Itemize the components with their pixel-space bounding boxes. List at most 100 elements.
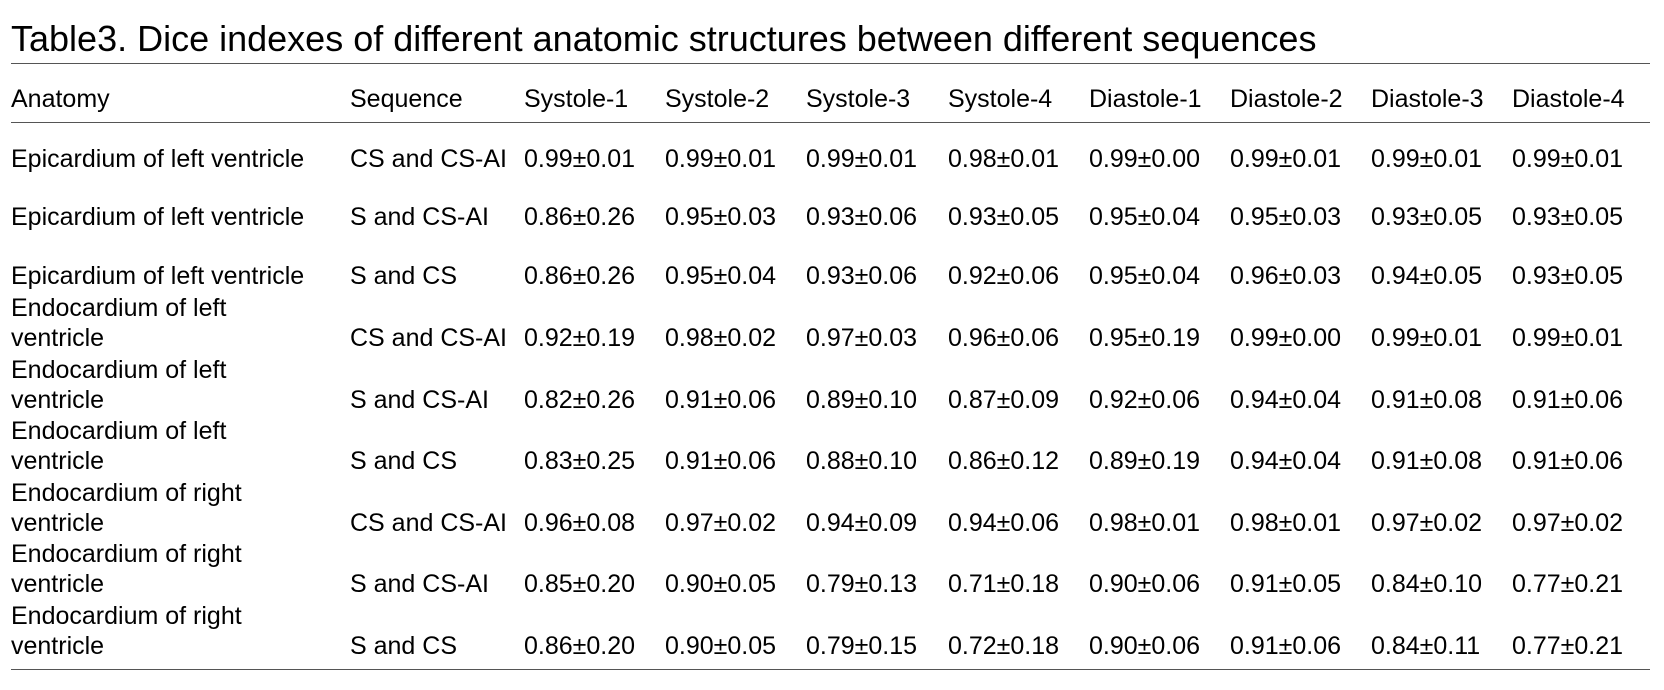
value-cell: 0.98±0.02	[665, 324, 777, 352]
value-cell: 0.95±0.04	[665, 262, 777, 290]
value-cell: 0.99±0.00	[1089, 145, 1201, 173]
value-cell: 0.86±0.20	[524, 632, 636, 660]
anatomy-cell: Epicardium of left ventricle	[11, 203, 305, 231]
anatomy-cell: Endocardium of left ventricle	[11, 356, 227, 414]
value-cell: 0.91±0.06	[665, 386, 777, 414]
value-cell: 0.91±0.08	[1371, 447, 1483, 475]
header-cell: Systole-3	[806, 85, 911, 113]
anatomy-cell: Endocardium of left ventricle	[11, 417, 227, 475]
value-cell: 0.77±0.21	[1512, 632, 1624, 660]
sequence-cell: S and CS-AI	[350, 386, 489, 414]
value-cell: 0.98±0.01	[948, 145, 1060, 173]
value-cell: 0.99±0.00	[1230, 324, 1342, 352]
value-cell: 0.99±0.01	[1512, 145, 1624, 173]
header-cell: Diastole-2	[1230, 85, 1343, 113]
anatomy-cell: Endocardium of right ventricle	[11, 540, 242, 598]
value-cell: 0.88±0.10	[806, 447, 918, 475]
value-cell: 0.94±0.04	[1230, 447, 1342, 475]
value-cell: 0.99±0.01	[806, 145, 918, 173]
value-cell: 0.99±0.01	[1230, 145, 1342, 173]
value-cell: 0.71±0.18	[948, 570, 1060, 598]
value-cell: 0.95±0.03	[665, 203, 777, 231]
sequence-cell: CS and CS-AI	[350, 324, 508, 352]
value-cell: 0.91±0.05	[1230, 570, 1342, 598]
value-cell: 0.99±0.01	[1371, 145, 1483, 173]
value-cell: 0.93±0.05	[948, 203, 1060, 231]
value-cell: 0.94±0.09	[806, 509, 918, 537]
value-cell: 0.96±0.03	[1230, 262, 1342, 290]
value-cell: 0.94±0.05	[1371, 262, 1483, 290]
value-cell: 0.79±0.15	[806, 632, 918, 660]
sequence-cell: CS and CS-AI	[350, 145, 508, 173]
value-cell: 0.84±0.11	[1371, 632, 1481, 660]
value-cell: 0.99±0.01	[1371, 324, 1483, 352]
value-cell: 0.93±0.05	[1512, 203, 1624, 231]
value-cell: 0.99±0.01	[665, 145, 777, 173]
value-cell: 0.99±0.01	[1512, 324, 1624, 352]
value-cell: 0.82±0.26	[524, 386, 636, 414]
anatomy-cell: Endocardium of right ventricle	[11, 602, 242, 660]
value-cell: 0.95±0.04	[1089, 203, 1201, 231]
anatomy-cell: Endocardium of left ventricle	[11, 294, 227, 352]
sequence-cell: S and CS	[350, 632, 458, 660]
bottom-rule	[11, 669, 1650, 670]
value-cell: 0.95±0.19	[1089, 324, 1201, 352]
value-cell: 0.97±0.02	[665, 509, 777, 537]
value-cell: 0.94±0.04	[1230, 386, 1342, 414]
value-cell: 0.96±0.06	[948, 324, 1060, 352]
anatomy-cell: Epicardium of left ventricle	[11, 145, 305, 173]
value-cell: 0.92±0.19	[524, 324, 636, 352]
title-rule	[11, 63, 1650, 64]
value-cell: 0.93±0.05	[1371, 203, 1483, 231]
value-cell: 0.77±0.21	[1512, 570, 1624, 598]
value-cell: 0.91±0.06	[1512, 386, 1624, 414]
value-cell: 0.91±0.08	[1371, 386, 1483, 414]
value-cell: 0.97±0.02	[1512, 509, 1624, 537]
sequence-cell: S and CS	[350, 447, 458, 475]
value-cell: 0.93±0.06	[806, 262, 918, 290]
value-cell: 0.90±0.06	[1089, 632, 1201, 660]
value-cell: 0.91±0.06	[665, 447, 777, 475]
header-cell: Anatomy	[11, 85, 110, 113]
header-cell: Diastole-4	[1512, 85, 1625, 113]
value-cell: 0.86±0.26	[524, 203, 636, 231]
value-cell: 0.89±0.10	[806, 386, 918, 414]
value-cell: 0.96±0.08	[524, 509, 636, 537]
header-cell: Diastole-1	[1089, 85, 1202, 113]
header-cell: Systole-2	[665, 85, 770, 113]
sequence-cell: S and CS-AI	[350, 570, 489, 598]
sequence-cell: S and CS	[350, 262, 458, 290]
value-cell: 0.98±0.01	[1230, 509, 1342, 537]
value-cell: 0.86±0.12	[948, 447, 1060, 475]
anatomy-cell: Epicardium of left ventricle	[11, 262, 305, 290]
value-cell: 0.91±0.06	[1230, 632, 1342, 660]
value-cell: 0.98±0.01	[1089, 509, 1201, 537]
value-cell: 0.97±0.02	[1371, 509, 1483, 537]
value-cell: 0.99±0.01	[524, 145, 636, 173]
value-cell: 0.90±0.05	[665, 570, 777, 598]
header-cell: Sequence	[350, 85, 463, 113]
value-cell: 0.95±0.03	[1230, 203, 1342, 231]
value-cell: 0.86±0.26	[524, 262, 636, 290]
value-cell: 0.84±0.10	[1371, 570, 1483, 598]
anatomy-cell: Endocardium of right ventricle	[11, 479, 242, 537]
value-cell: 0.72±0.18	[948, 632, 1060, 660]
value-cell: 0.90±0.06	[1089, 570, 1201, 598]
value-cell: 0.93±0.06	[806, 203, 918, 231]
value-cell: 0.92±0.06	[1089, 386, 1201, 414]
header-rule	[11, 122, 1650, 123]
value-cell: 0.93±0.05	[1512, 262, 1624, 290]
value-cell: 0.90±0.05	[665, 632, 777, 660]
value-cell: 0.94±0.06	[948, 509, 1060, 537]
sequence-cell: CS and CS-AI	[350, 509, 508, 537]
header-cell: Systole-4	[948, 85, 1053, 113]
value-cell: 0.92±0.06	[948, 262, 1060, 290]
value-cell: 0.83±0.25	[524, 447, 636, 475]
value-cell: 0.85±0.20	[524, 570, 636, 598]
header-cell: Diastole-3	[1371, 85, 1484, 113]
value-cell: 0.79±0.13	[806, 570, 918, 598]
header-cell: Systole-1	[524, 85, 629, 113]
value-cell: 0.95±0.04	[1089, 262, 1201, 290]
table-title: Table3. Dice indexes of different anatom…	[11, 18, 1317, 59]
